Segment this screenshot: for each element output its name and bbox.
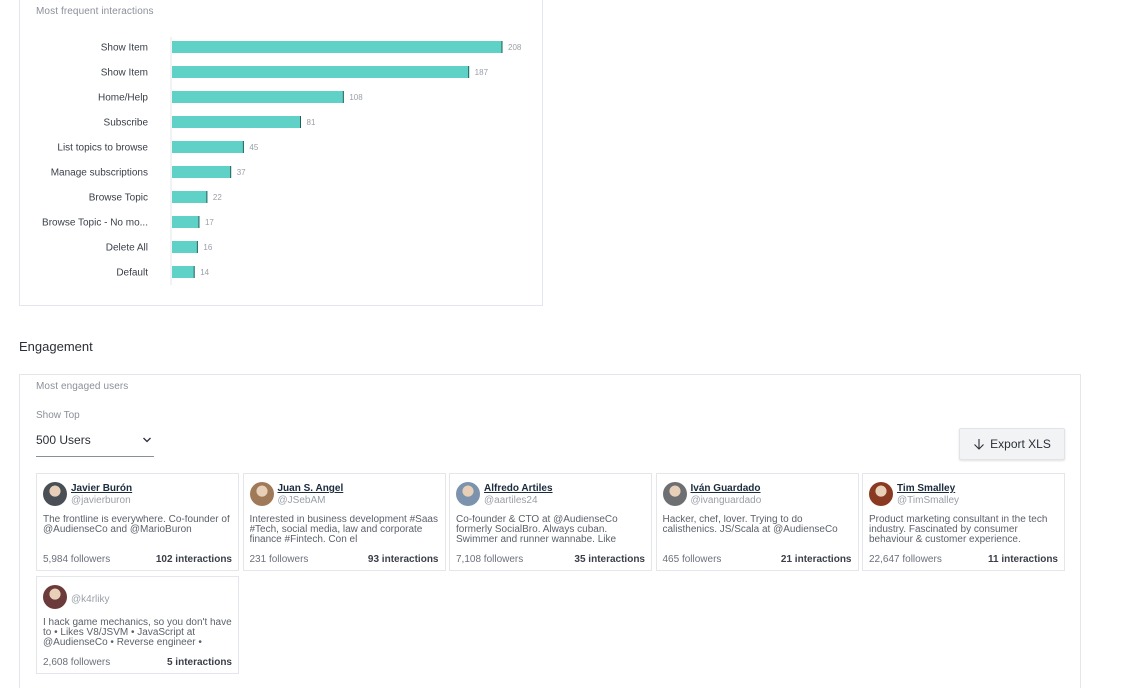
interactions-bar-chart: Show Item 208 Show Item 187 Home/Help 108 Subs… xyxy=(42,37,522,285)
bar-value-label: 37 xyxy=(237,168,246,177)
user-followers: 5,984 followers xyxy=(43,554,111,565)
user-followers: 22,647 followers xyxy=(869,554,942,565)
user-card[interactable]: Juan S. Angel @JSebAM Interested in busine… xyxy=(242,473,446,571)
bar-category-label: Delete All xyxy=(106,243,148,254)
bar-category-label: Browse Topic xyxy=(89,193,148,204)
avatar[interactable] xyxy=(43,482,67,506)
avatar[interactable] xyxy=(249,482,274,506)
bar-value-label: 45 xyxy=(249,143,258,152)
user-interactions: 35 interactions xyxy=(574,554,645,565)
user-name-link[interactable]: Tim Smalley xyxy=(897,483,956,494)
bar-category-label: Show Item xyxy=(101,68,148,79)
user-handle: @aartiles24 xyxy=(484,495,538,506)
user-handle: @k4rliky xyxy=(71,594,110,605)
export-xls-button[interactable]: Export XLS xyxy=(959,428,1065,460)
user-handle: @TimSmalley xyxy=(897,495,960,506)
bar-value-label: 187 xyxy=(475,68,489,77)
user-name-link[interactable]: Javier Burón xyxy=(71,483,133,494)
user-followers: 2,608 followers xyxy=(43,657,111,668)
show-top-label: Show Top xyxy=(36,410,80,421)
user-card[interactable]: Tim Smalley @TimSmalley Product marketing … xyxy=(862,473,1065,571)
bar-category-label: List topics to browse xyxy=(57,143,148,154)
user-handle: @ivanguardado xyxy=(690,495,762,506)
avatar[interactable] xyxy=(869,482,893,506)
download-arrow-icon xyxy=(974,439,985,450)
user-handle: @javierburon xyxy=(71,495,131,506)
bar[interactable] xyxy=(172,141,244,153)
bar[interactable] xyxy=(172,66,469,78)
bar-value-label: 16 xyxy=(203,243,212,252)
bar-value-label: 108 xyxy=(349,93,363,102)
user-card[interactable]: Alfredo Artiles @aartiles24 Co-founder & C… xyxy=(449,473,652,571)
show-top-select[interactable]: 500 Users xyxy=(36,429,154,457)
engagement-heading: Engagement xyxy=(19,339,93,354)
avatar[interactable] xyxy=(662,482,687,506)
bar[interactable] xyxy=(172,191,207,203)
avatar[interactable] xyxy=(456,482,480,506)
engaged-users-title: Most engaged users xyxy=(36,381,129,392)
bar-category-label: Manage subscriptions xyxy=(51,168,148,179)
bar[interactable] xyxy=(172,166,231,178)
bar[interactable] xyxy=(172,266,195,278)
chart-card-title: Most frequent interactions xyxy=(36,6,154,17)
user-interactions: 11 interactions xyxy=(987,554,1058,565)
user-card[interactable]: Javier Burón @javierburon The frontline is… xyxy=(36,473,239,571)
bar-value-label: 17 xyxy=(205,218,214,227)
user-bio: I hack game mechanics, so you don't have… xyxy=(43,618,232,648)
user-bio: Hacker, chef, lover. Trying to do calist… xyxy=(662,515,838,535)
user-name-link[interactable]: Juan S. Angel xyxy=(277,483,344,494)
bar-value-label: 22 xyxy=(213,193,222,202)
user-interactions: 102 interactions xyxy=(155,554,232,565)
user-followers: 231 followers xyxy=(249,554,309,565)
engaged-users-card: Most engaged users Show Top 500 Users Ex… xyxy=(19,374,1081,688)
user-bio: Interested in business development #Saas… xyxy=(249,515,438,545)
user-followers: 465 followers xyxy=(662,554,722,565)
user-bio: Product marketing consultant in the tech… xyxy=(869,515,1048,545)
user-handle: @JSebAM xyxy=(277,495,326,506)
user-bio: The frontline is everywhere. Co-founder … xyxy=(43,515,230,535)
bar-category-label: Default xyxy=(116,268,148,279)
bar-category-label: Subscribe xyxy=(104,118,149,129)
show-top-value: 500 Users xyxy=(36,433,91,447)
bar-value-label: 81 xyxy=(307,118,316,127)
bar[interactable] xyxy=(172,41,502,53)
chevron-down-icon xyxy=(143,437,151,443)
user-interactions: 93 interactions xyxy=(367,554,439,565)
bar-value-label: 208 xyxy=(508,43,522,52)
avatar[interactable] xyxy=(43,585,67,609)
user-card[interactable]: @k4rliky I hack game mechanics, so you do… xyxy=(36,576,239,674)
bar-category-label: Show Item xyxy=(101,43,148,54)
user-name-link[interactable]: Alfredo Artiles xyxy=(484,483,553,494)
user-bio: Co-founder & CTO at @AudienseCo formerly… xyxy=(456,515,618,545)
user-card[interactable]: Iván Guardado @ivanguardado Hacker, chef, … xyxy=(655,473,859,571)
user-name-link[interactable]: Iván Guardado xyxy=(690,483,761,494)
bar[interactable] xyxy=(172,216,199,228)
bar-category-label: Home/Help xyxy=(98,93,148,104)
user-interactions: 21 interactions xyxy=(780,554,852,565)
user-interactions: 5 interactions xyxy=(166,657,232,668)
interactions-chart-card: Most frequent interactions Show Item 208 S… xyxy=(19,0,543,306)
bar-value-label: 14 xyxy=(200,268,209,277)
user-followers: 7,108 followers xyxy=(456,554,524,565)
bar-category-label: Browse Topic - No mo... xyxy=(42,218,148,229)
bar[interactable] xyxy=(172,241,198,253)
export-xls-label: Export XLS xyxy=(990,437,1051,451)
bar[interactable] xyxy=(172,91,344,103)
bar[interactable] xyxy=(172,116,301,128)
